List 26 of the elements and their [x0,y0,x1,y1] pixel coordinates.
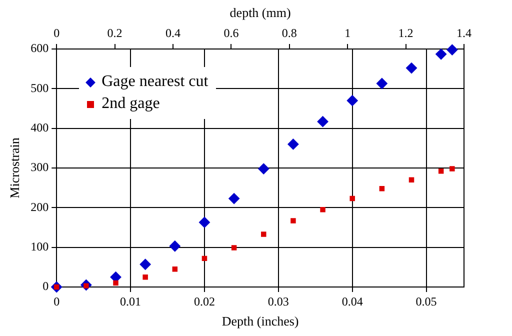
y-tick-label: 400 [30,120,49,134]
y-tick-label: 0 [42,279,49,294]
x2-tick-label: 1.2 [398,26,414,40]
x2-tick-label: 0.6 [224,26,239,40]
x-axis-title: Depth (inches) [222,314,299,329]
x2-tick-label: 0.2 [107,26,122,40]
legend-label: Gage nearest cut [102,73,208,90]
y-tick-label: 100 [30,239,49,254]
x2-tick-label: 0.4 [166,26,180,40]
x2-axis-title: depth (mm) [230,5,291,20]
x-tick-label: 0.05 [416,294,437,308]
y-tick-label: 500 [30,80,49,95]
legend-label: 2nd gage [102,95,160,112]
y-axis-title: Microstrain [7,137,22,198]
x-tick-label: 0.04 [342,294,363,308]
x-tick-label: 0 [54,294,60,308]
x-tick-label: 0.01 [120,294,142,308]
x-tick-label: 0.03 [268,294,289,308]
x2-tick-label: 1 [344,26,351,40]
y-tick-label: 200 [30,200,49,214]
y-tick-label: 600 [30,41,49,56]
y-tick-label: 300 [30,160,49,174]
x2-tick-label: 1.4 [456,26,472,40]
x2-tick-label: 0.8 [282,26,297,40]
x2-tick-label: 0 [54,26,60,40]
x-tick-label: 0.02 [194,294,215,308]
